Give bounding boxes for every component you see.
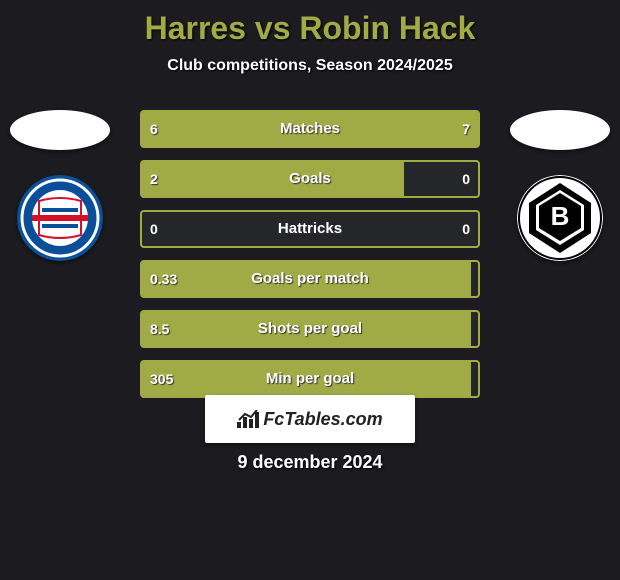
stat-label: Goals per match	[142, 262, 478, 296]
club-right-logo: B	[517, 175, 603, 261]
svg-text:B: B	[551, 201, 570, 231]
stats-bars: 67Matches 20Goals 00Hattricks 0.33Goals per…	[140, 110, 480, 410]
player-right: B	[500, 110, 620, 266]
stat-label: Shots per goal	[142, 312, 478, 346]
stat-label: Matches	[142, 112, 478, 146]
stat-label: Min per goal	[142, 362, 478, 396]
stat-row-matches: 67Matches	[140, 110, 480, 148]
stat-row-min-per-goal: 305Min per goal	[140, 360, 480, 398]
club-left-logo	[17, 175, 103, 261]
stat-row-hattricks: 00Hattricks	[140, 210, 480, 248]
stat-row-shots-per-goal: 8.5Shots per goal	[140, 310, 480, 348]
page-title: Harres vs Robin Hack	[0, 0, 620, 47]
stat-label: Goals	[142, 162, 478, 196]
subtitle: Club competitions, Season 2024/2025	[0, 57, 620, 75]
stat-label: Hattricks	[142, 212, 478, 246]
stat-row-goals: 20Goals	[140, 160, 480, 198]
player-left	[0, 110, 120, 266]
brand-badge: FcTables.com	[205, 395, 415, 443]
date-text: 9 december 2024	[0, 452, 620, 473]
brand-text: FcTables.com	[263, 409, 382, 430]
player-left-photo	[10, 110, 110, 150]
stat-row-goals-per-match: 0.33Goals per match	[140, 260, 480, 298]
player-right-photo	[510, 110, 610, 150]
brand-icon	[237, 410, 259, 428]
